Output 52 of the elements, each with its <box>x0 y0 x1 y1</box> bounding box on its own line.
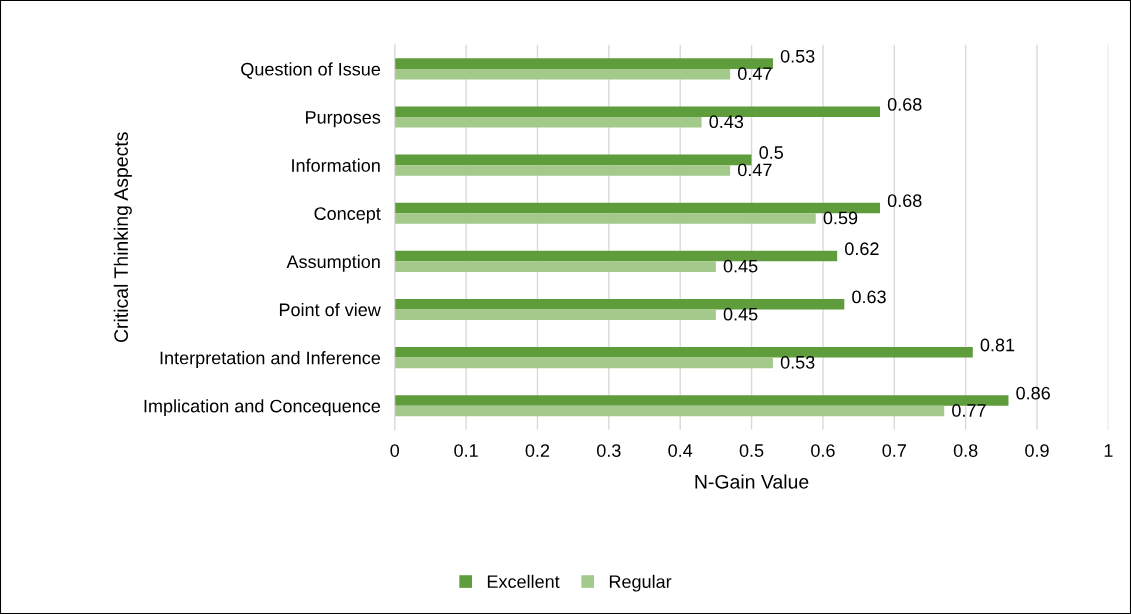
data-label: 0.47 <box>737 163 772 177</box>
x-axis-title: N-Gain Value <box>695 474 809 489</box>
data-label: 0.68 <box>887 98 922 111</box>
bar <box>394 213 816 224</box>
bar <box>394 357 773 369</box>
bar <box>394 117 702 128</box>
data-label: 0.62 <box>845 242 879 256</box>
x-tick-label: 0.4 <box>668 444 693 457</box>
bar <box>394 405 945 417</box>
legend-label: Regular <box>609 574 672 592</box>
bar <box>394 309 716 321</box>
y-tick-label: Concept <box>314 207 381 224</box>
y-tick-label: Implication and Concequence <box>144 399 381 417</box>
x-tick-label: 0.3 <box>596 444 621 457</box>
data-label: 0.59 <box>823 211 858 225</box>
data-label: 0.47 <box>737 67 772 80</box>
data-label: 0.81 <box>980 338 1015 352</box>
bar <box>394 68 731 80</box>
x-tick-label: 0.5 <box>739 444 764 457</box>
data-label: 0.63 <box>852 290 886 304</box>
y-axis-title: Critical Thinking Aspects <box>113 132 132 343</box>
bar <box>394 347 973 358</box>
x-tick-label: 0.2 <box>525 444 550 457</box>
bar <box>394 298 845 310</box>
x-tick-label: 0 <box>390 444 400 457</box>
y-tick-label: Question of Issue <box>241 62 381 79</box>
bar <box>394 250 838 262</box>
y-tick-label: Interpretation and Inference <box>160 351 381 368</box>
bar <box>394 395 1009 406</box>
y-tick-label: Assumption <box>286 254 380 272</box>
y-tick-label: Point of view <box>279 302 381 317</box>
y-tick-label: Purposes <box>306 111 381 128</box>
data-label: 0.77 <box>952 404 986 417</box>
data-label: 0.68 <box>887 194 922 208</box>
data-label: 0.45 <box>723 259 758 273</box>
data-label: 0.53 <box>780 355 815 369</box>
bar <box>394 165 731 176</box>
x-tick-label: 0.7 <box>882 444 906 457</box>
data-label: 0.45 <box>723 307 758 321</box>
y-tick-label: Information <box>292 158 380 172</box>
bar <box>394 58 773 69</box>
data-label: 0.53 <box>780 49 815 63</box>
x-tick-label: 0.6 <box>811 444 835 457</box>
x-tick-label: 0.9 <box>1025 444 1049 457</box>
x-tick-label: 0.8 <box>953 444 978 457</box>
data-label: 0.5 <box>759 146 784 159</box>
data-label: 0.86 <box>1016 386 1050 400</box>
x-tick-label: 0.1 <box>454 444 478 457</box>
bar <box>394 261 716 272</box>
x-tick-label: 1 <box>1104 444 1113 457</box>
legend-label: Excellent <box>487 574 560 589</box>
data-label: 0.43 <box>709 115 744 129</box>
